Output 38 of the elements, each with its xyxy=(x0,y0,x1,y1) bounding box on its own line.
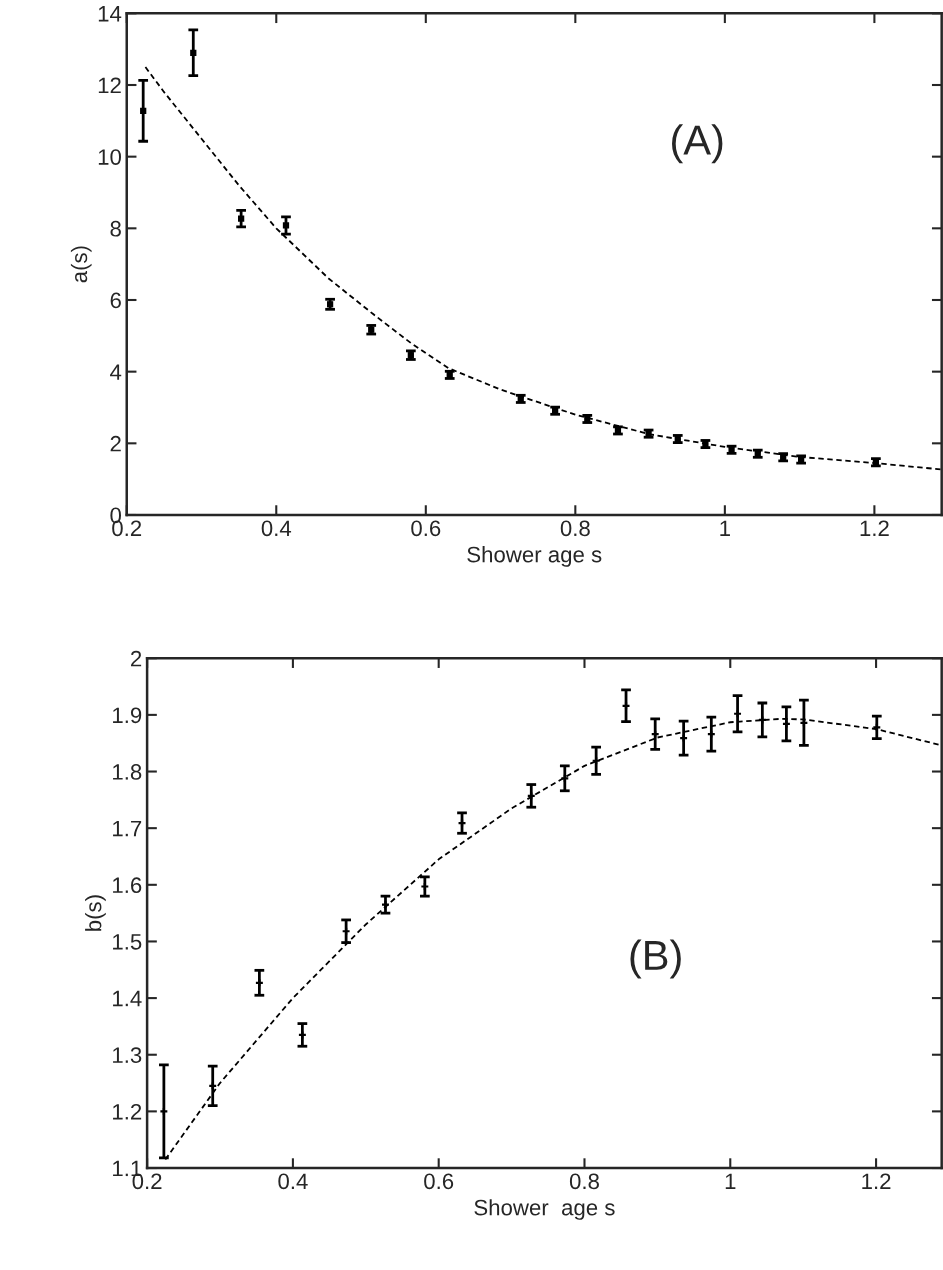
point xyxy=(238,215,245,222)
y-tick-label: 4 xyxy=(110,364,122,380)
point xyxy=(140,107,147,114)
x-tick-label: 0.8 xyxy=(569,1173,599,1190)
x-tick-label: 0.6 xyxy=(424,1173,454,1190)
x-tick-label: 0.8 xyxy=(560,520,590,537)
y-tick-label: 1.8 xyxy=(113,764,142,780)
y-tick-label: 2 xyxy=(110,435,121,452)
y-tick-label: 2 xyxy=(131,650,142,667)
annotation: (B) xyxy=(630,939,681,979)
y-axis-title: a(s) xyxy=(70,246,92,283)
y-tick-label: 1.6 xyxy=(113,877,142,894)
x-axis-title: Shower age s xyxy=(474,1199,615,1220)
y-tick-label: 14 xyxy=(98,6,122,22)
x-tick-label: 1.2 xyxy=(862,1173,891,1189)
y-tick-label: 1.2 xyxy=(113,1103,142,1120)
x-tick-label: 1 xyxy=(725,1173,736,1189)
y-tick-label: 1.9 xyxy=(113,707,142,724)
x-tick-label: 1.2 xyxy=(860,520,889,536)
y-axis-title: b(s) xyxy=(85,895,106,931)
point xyxy=(282,222,290,229)
y-tick-label: 1.7 xyxy=(113,820,142,837)
point xyxy=(190,49,197,56)
x-tick-label: 0.6 xyxy=(411,520,441,537)
x-tick-label: 0.4 xyxy=(261,520,292,537)
annotation: (A) xyxy=(672,124,723,164)
point xyxy=(781,719,791,729)
y-tick-label: 1.4 xyxy=(113,990,142,1007)
y-tick-label: 10 xyxy=(98,149,122,165)
x-axis-title: Shower age s xyxy=(467,546,602,567)
y-tick-label: 12 xyxy=(98,77,121,94)
y-tick-label: 1.5 xyxy=(113,934,142,950)
x-tick-label: 0.4 xyxy=(278,1173,308,1190)
y-tick-label: 8 xyxy=(110,220,121,237)
line-series xyxy=(144,66,942,471)
y-tick-label: 1.3 xyxy=(113,1047,142,1064)
x-tick-label: 1 xyxy=(720,520,730,536)
y-tick-label: 6 xyxy=(110,292,121,309)
